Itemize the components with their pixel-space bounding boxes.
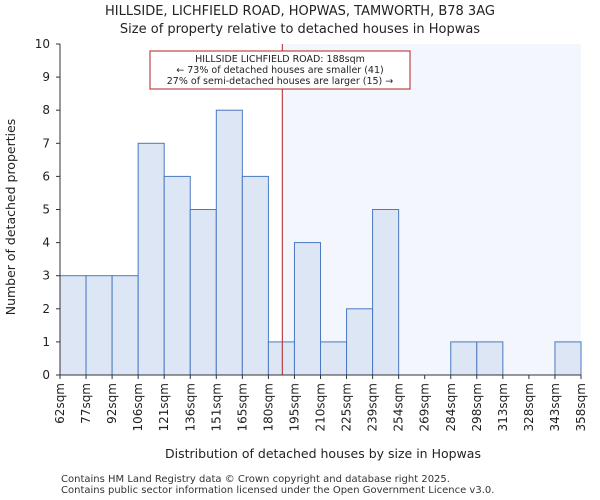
y-tick-label: 7 bbox=[42, 136, 50, 150]
annotation-line-3: 27% of semi-detached houses are larger (… bbox=[167, 76, 394, 87]
x-tick-label: 313sqm bbox=[496, 383, 510, 431]
x-tick-label: 92sqm bbox=[105, 383, 119, 424]
y-tick-label: 6 bbox=[42, 169, 50, 183]
bars bbox=[59, 109, 582, 376]
y-tick-label: 9 bbox=[42, 70, 50, 84]
bar-343sqm bbox=[554, 341, 582, 376]
bar-225sqm bbox=[346, 308, 374, 376]
x-tick-label: 121sqm bbox=[157, 383, 171, 431]
x-tick-label: 343sqm bbox=[548, 383, 562, 431]
bar-284sqm bbox=[450, 341, 478, 376]
annotation-box bbox=[149, 50, 411, 90]
y-tick-label: 3 bbox=[42, 269, 50, 283]
bar-136sqm bbox=[189, 209, 217, 376]
bar-180sqm bbox=[267, 341, 295, 376]
y-axis-label: Number of detached properties bbox=[3, 119, 18, 316]
bar-195sqm bbox=[293, 242, 322, 376]
x-tick-label: 136sqm bbox=[183, 383, 197, 431]
bar-121sqm bbox=[163, 175, 191, 376]
x-tick-label: 77sqm bbox=[79, 383, 93, 424]
x-tick-label: 195sqm bbox=[287, 383, 301, 431]
x-tick-label: 298sqm bbox=[470, 383, 484, 431]
x-tick-label: 106sqm bbox=[131, 383, 145, 431]
chart-title: HILLSIDE, LICHFIELD ROAD, HOPWAS, TAMWOR… bbox=[105, 4, 495, 19]
footer-licence: Contains public sector information licen… bbox=[61, 485, 495, 496]
y-tick-label: 1 bbox=[42, 335, 50, 349]
x-tick-label: 225sqm bbox=[340, 383, 354, 431]
annotation-line-1: HILLSIDE LICHFIELD ROAD: 188sqm bbox=[195, 54, 365, 65]
bar-77sqm bbox=[85, 275, 113, 376]
y-tick-label: 8 bbox=[42, 103, 50, 117]
bar-165sqm bbox=[241, 175, 269, 376]
y-tick-label: 2 bbox=[42, 302, 50, 316]
bar-92sqm bbox=[111, 275, 139, 376]
x-tick-label: 165sqm bbox=[235, 383, 249, 431]
y-tick-label: 4 bbox=[42, 236, 50, 250]
y-ticks: 0 1 2 3 4 5 6 7 8 9 10 bbox=[35, 37, 60, 382]
x-tick-label: 284sqm bbox=[444, 383, 458, 431]
bar-298sqm bbox=[476, 341, 504, 376]
y-tick-label: 10 bbox=[35, 37, 50, 51]
x-tick-label: 151sqm bbox=[209, 383, 223, 431]
bar-106sqm bbox=[137, 142, 165, 376]
y-tick-label: 5 bbox=[42, 203, 50, 217]
chart-subtitle: Size of property relative to detached ho… bbox=[120, 22, 480, 37]
bar-151sqm bbox=[215, 109, 243, 376]
x-tick-label: 358sqm bbox=[574, 383, 588, 431]
x-tick-label: 328sqm bbox=[522, 383, 536, 431]
bar-62sqm bbox=[59, 275, 87, 376]
x-tick-label: 269sqm bbox=[418, 383, 432, 431]
x-tick-label: 180sqm bbox=[261, 383, 275, 431]
x-tick-label: 62sqm bbox=[53, 383, 67, 424]
annotation-line-2: ← 73% of detached houses are smaller (41… bbox=[176, 65, 383, 76]
x-tick-label: 210sqm bbox=[314, 383, 328, 431]
shaded-region bbox=[282, 44, 581, 375]
x-ticks: 62sqm 77sqm 92sqm 106sqm 121sqm 136sqm 151sqm 1… bbox=[53, 375, 588, 431]
x-axis-label: Distribution of detached houses by size … bbox=[165, 446, 481, 461]
y-tick-label: 0 bbox=[42, 368, 50, 382]
x-tick-label: 254sqm bbox=[392, 383, 406, 431]
footer-copyright: Contains HM Land Registry data © Crown c… bbox=[61, 474, 450, 485]
x-tick-label: 239sqm bbox=[366, 383, 380, 431]
bar-210sqm bbox=[320, 341, 348, 376]
bar-239sqm bbox=[372, 209, 400, 376]
